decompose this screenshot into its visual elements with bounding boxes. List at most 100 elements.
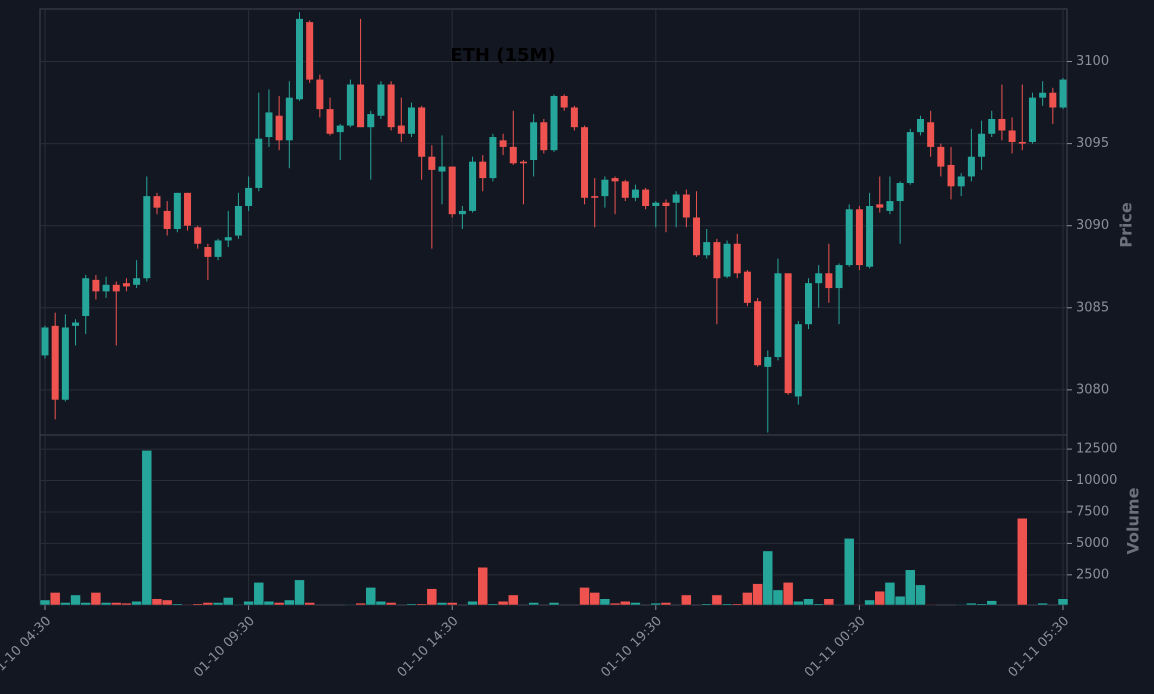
candle-body xyxy=(1018,141,1026,144)
volume-bar xyxy=(497,600,509,606)
volume-bar xyxy=(721,603,733,606)
volume-bar xyxy=(548,602,560,606)
volume-bar xyxy=(233,604,244,606)
volume-bar xyxy=(212,602,224,606)
candle-body xyxy=(815,273,823,284)
volume-bar xyxy=(467,600,478,606)
volume-tick-label: 7500 xyxy=(1076,504,1109,519)
candle-body xyxy=(458,210,466,215)
volume-bar xyxy=(284,599,295,606)
volume-bar xyxy=(375,600,387,606)
volume-bar xyxy=(782,582,794,606)
volume-bar xyxy=(345,604,356,606)
x-tick-label: 01-10 19:30 xyxy=(598,614,665,681)
volume-bar xyxy=(90,592,102,606)
volume-bar xyxy=(833,604,845,606)
volume-bar xyxy=(681,594,692,606)
volume-bar xyxy=(579,587,590,606)
volume-tick-label: 5000 xyxy=(1076,536,1109,551)
candle-body xyxy=(754,301,762,366)
candle-body xyxy=(122,283,130,287)
candle-body xyxy=(428,156,436,170)
volume-bar xyxy=(80,602,91,606)
volume-bar xyxy=(111,602,122,606)
volume-tick-label: 12500 xyxy=(1076,442,1117,457)
x-tick-label: 01-11 00:30 xyxy=(802,614,869,681)
volume-bar xyxy=(487,603,499,606)
candle-body xyxy=(82,278,90,316)
candle-body xyxy=(41,327,49,356)
volume-bar xyxy=(192,603,203,606)
y-tick-label: 3090 xyxy=(1076,218,1109,233)
candle-body xyxy=(173,192,181,229)
candle-body xyxy=(988,118,996,134)
y-tick-label: 3095 xyxy=(1076,136,1109,151)
candle-body xyxy=(1049,92,1057,108)
candle-body xyxy=(693,217,701,256)
candle-body xyxy=(916,118,924,133)
candle-body xyxy=(153,196,161,208)
volume-bar xyxy=(355,602,366,606)
volume-bar xyxy=(630,602,641,606)
candle-body xyxy=(255,138,263,188)
candle-body xyxy=(570,107,578,128)
candle-body xyxy=(204,247,212,257)
candle-body xyxy=(601,179,609,197)
candle-body xyxy=(346,84,354,126)
candle-body xyxy=(214,240,222,257)
candle-body xyxy=(581,127,589,198)
candle-body xyxy=(967,156,975,177)
volume-bar xyxy=(793,600,804,606)
volume-bar xyxy=(650,602,662,606)
candle-body xyxy=(876,204,884,208)
candle-body xyxy=(509,146,517,164)
candle-body xyxy=(631,189,639,198)
candle-body xyxy=(377,84,385,116)
volume-bar xyxy=(731,603,743,606)
volume-tick-label: 2500 xyxy=(1076,567,1109,582)
volume-bar xyxy=(70,594,81,606)
volume-bar xyxy=(905,569,916,606)
candle-body xyxy=(927,122,935,147)
candle-body xyxy=(540,122,548,151)
candle-body xyxy=(224,237,232,241)
candle-body xyxy=(92,279,100,292)
candle-body xyxy=(112,284,120,292)
volume-bar xyxy=(813,603,824,606)
volume-bar xyxy=(843,538,855,606)
volume-bar xyxy=(803,598,814,606)
candle-body xyxy=(611,178,619,182)
candle-body xyxy=(1028,97,1036,142)
candle-body xyxy=(184,192,192,226)
volume-bar xyxy=(39,599,51,606)
candle-body xyxy=(682,194,690,218)
volume-bar xyxy=(60,602,71,606)
volume-bar xyxy=(752,583,763,606)
candle-body xyxy=(469,161,477,211)
volume-bar xyxy=(508,594,519,606)
candle-body xyxy=(947,164,955,187)
candle-body xyxy=(998,118,1006,131)
candle-body xyxy=(51,325,59,400)
candle-body xyxy=(102,284,110,292)
candle-body xyxy=(662,202,670,206)
candle-body xyxy=(550,96,558,151)
candle-body xyxy=(886,201,894,211)
candle-body xyxy=(397,125,405,134)
candle-body xyxy=(835,265,843,289)
volume-bar xyxy=(172,603,183,606)
candle-body xyxy=(672,194,680,203)
candle-body xyxy=(845,209,853,266)
candle-body xyxy=(1039,92,1047,98)
volume-bar xyxy=(986,600,997,606)
candle-body xyxy=(357,84,365,128)
candle-body xyxy=(825,273,833,289)
candle-body xyxy=(61,327,69,400)
volume-bar xyxy=(304,602,315,606)
candle-body xyxy=(591,196,599,198)
candle-body xyxy=(906,132,914,184)
candle-body xyxy=(163,210,171,229)
volume-bar xyxy=(426,588,438,606)
volume-bar xyxy=(1037,602,1048,606)
